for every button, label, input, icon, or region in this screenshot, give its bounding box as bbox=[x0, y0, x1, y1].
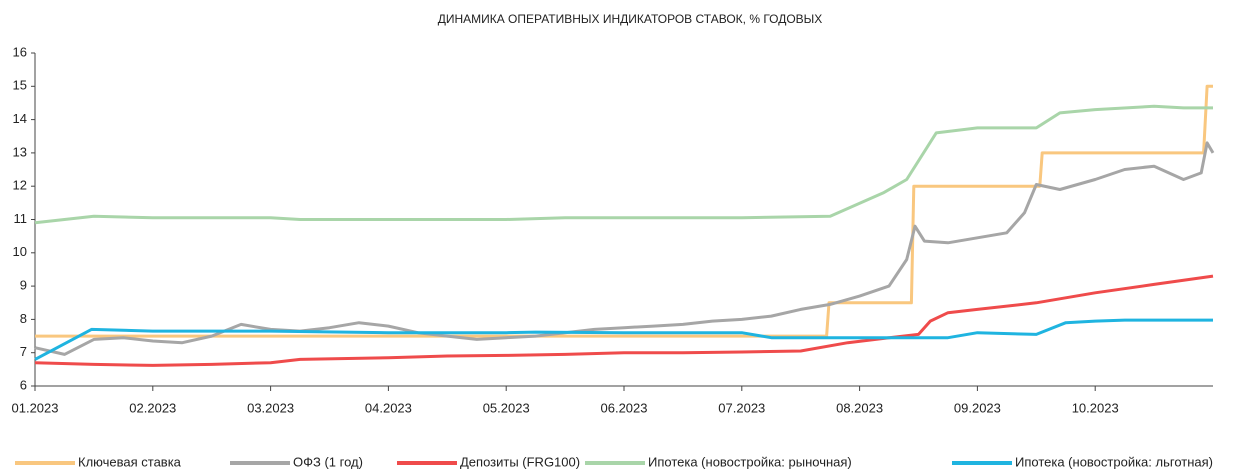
legend-label: Ключевая ставка bbox=[78, 454, 182, 469]
x-tick-label: 08.2023 bbox=[836, 400, 883, 415]
y-tick-label: 9 bbox=[20, 278, 27, 293]
x-tick-label: 07.2023 bbox=[718, 400, 765, 415]
legend-label: Ипотека (новостройка: льготная) bbox=[1015, 454, 1213, 469]
y-tick-label: 8 bbox=[20, 311, 27, 326]
y-tick-label: 11 bbox=[14, 211, 28, 226]
series-line bbox=[34, 104, 1213, 225]
x-tick-label: 02.2023 bbox=[129, 400, 176, 415]
y-tick-label: 6 bbox=[20, 377, 27, 392]
x-tick-label: 09.2023 bbox=[954, 400, 1001, 415]
legend-label: ОФЗ (1 год) bbox=[293, 454, 363, 469]
series-line bbox=[35, 84, 1213, 338]
series-line bbox=[34, 318, 1213, 361]
x-tick-label: 05.2023 bbox=[483, 400, 530, 415]
y-tick-label: 13 bbox=[13, 144, 27, 159]
x-tick-label: 10.2023 bbox=[1072, 400, 1119, 415]
x-tick-label: 04.2023 bbox=[365, 400, 412, 415]
chart-title: ДИНАМИКА ОПЕРАТИВНЫХ ИНДИКАТОРОВ СТАВОК,… bbox=[438, 12, 823, 26]
x-tick-label: 06.2023 bbox=[601, 400, 648, 415]
y-tick-label: 7 bbox=[20, 344, 27, 359]
legend-label: Ипотека (новостройка: рыночная) bbox=[648, 454, 852, 469]
x-tick-label: 01.2023 bbox=[12, 400, 59, 415]
legend-label: Депозиты (FRG100) bbox=[460, 454, 580, 469]
y-tick-label: 12 bbox=[13, 178, 27, 193]
y-tick-label: 15 bbox=[13, 78, 27, 93]
x-tick-label: 03.2023 bbox=[247, 400, 294, 415]
series-line bbox=[34, 274, 1214, 367]
y-tick-label: 16 bbox=[13, 44, 27, 59]
y-tick-label: 10 bbox=[13, 244, 27, 259]
y-tick-label: 14 bbox=[13, 111, 27, 126]
series-line bbox=[34, 141, 1215, 356]
